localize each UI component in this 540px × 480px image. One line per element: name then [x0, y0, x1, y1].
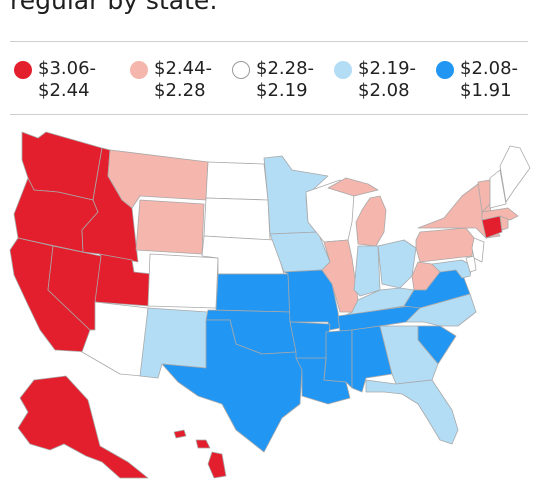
- legend-swatch-tier3: [232, 61, 250, 79]
- legend-item-tier3: $2.28- $2.19: [232, 58, 314, 102]
- legend-swatch-tier4: [334, 61, 352, 79]
- legend-label-tier2-high: $2.44-: [154, 58, 213, 79]
- state-MI[interactable]: [327, 177, 387, 247]
- state-NC[interactable]: [405, 293, 477, 327]
- state-PA[interactable]: [415, 227, 475, 263]
- state-IL[interactable]: [321, 239, 359, 313]
- legend-item-tier4: $2.19- $2.08: [334, 58, 416, 102]
- legend-swatch-tier5: [436, 61, 454, 79]
- state-MD[interactable]: [431, 259, 473, 279]
- divider-bottom: [10, 114, 528, 115]
- legend-label-tier5-high: $2.08-: [460, 58, 519, 79]
- state-NJ[interactable]: [471, 237, 485, 263]
- state-GA[interactable]: [379, 325, 439, 385]
- legend-label-tier2-low: $2.28: [154, 80, 206, 101]
- map-title: regular by state:: [10, 0, 218, 15]
- state-DE[interactable]: [465, 255, 477, 273]
- legend-swatch-tier2: [130, 61, 148, 79]
- state-MS[interactable]: [323, 329, 353, 389]
- state-AK[interactable]: [17, 375, 149, 479]
- legend: $3.06- $2.44 $2.44- $2.28 $2.28- $2.19 $…: [14, 58, 534, 108]
- state-MT[interactable]: [107, 149, 209, 209]
- state-ND[interactable]: [205, 161, 269, 201]
- state-FL[interactable]: [365, 379, 459, 445]
- state-SD[interactable]: [203, 197, 271, 241]
- state-NH[interactable]: [489, 169, 507, 209]
- state-IN[interactable]: [353, 245, 381, 297]
- state-CO[interactable]: [147, 253, 219, 309]
- state-MA[interactable]: [481, 207, 519, 221]
- legend-label-tier1-low: $2.44: [38, 80, 90, 101]
- legend-item-tier1: $3.06- $2.44: [14, 58, 96, 102]
- legend-label-tier3-low: $2.19: [256, 80, 308, 101]
- state-ME[interactable]: [499, 145, 531, 203]
- legend-item-tier5: $2.08- $1.91: [436, 58, 518, 102]
- legend-label-tier4-low: $2.08: [358, 80, 410, 101]
- legend-label-tier4-high: $2.19-: [358, 58, 417, 79]
- divider-top: [10, 41, 528, 42]
- state-OH[interactable]: [377, 239, 417, 289]
- state-HI[interactable]: [173, 429, 227, 479]
- legend-item-tier2: $2.44- $2.28: [130, 58, 212, 102]
- legend-label-tier1-high: $3.06-: [38, 58, 97, 79]
- state-WY[interactable]: [135, 199, 205, 255]
- us-state-map: [9, 131, 531, 479]
- state-TX[interactable]: [161, 319, 303, 453]
- legend-label-tier5-low: $1.91: [460, 80, 512, 101]
- legend-swatch-tier1: [14, 61, 32, 79]
- state-AR[interactable]: [289, 321, 331, 361]
- legend-label-tier3-high: $2.28-: [256, 58, 315, 79]
- state-KS[interactable]: [215, 273, 293, 313]
- state-UT[interactable]: [94, 253, 153, 307]
